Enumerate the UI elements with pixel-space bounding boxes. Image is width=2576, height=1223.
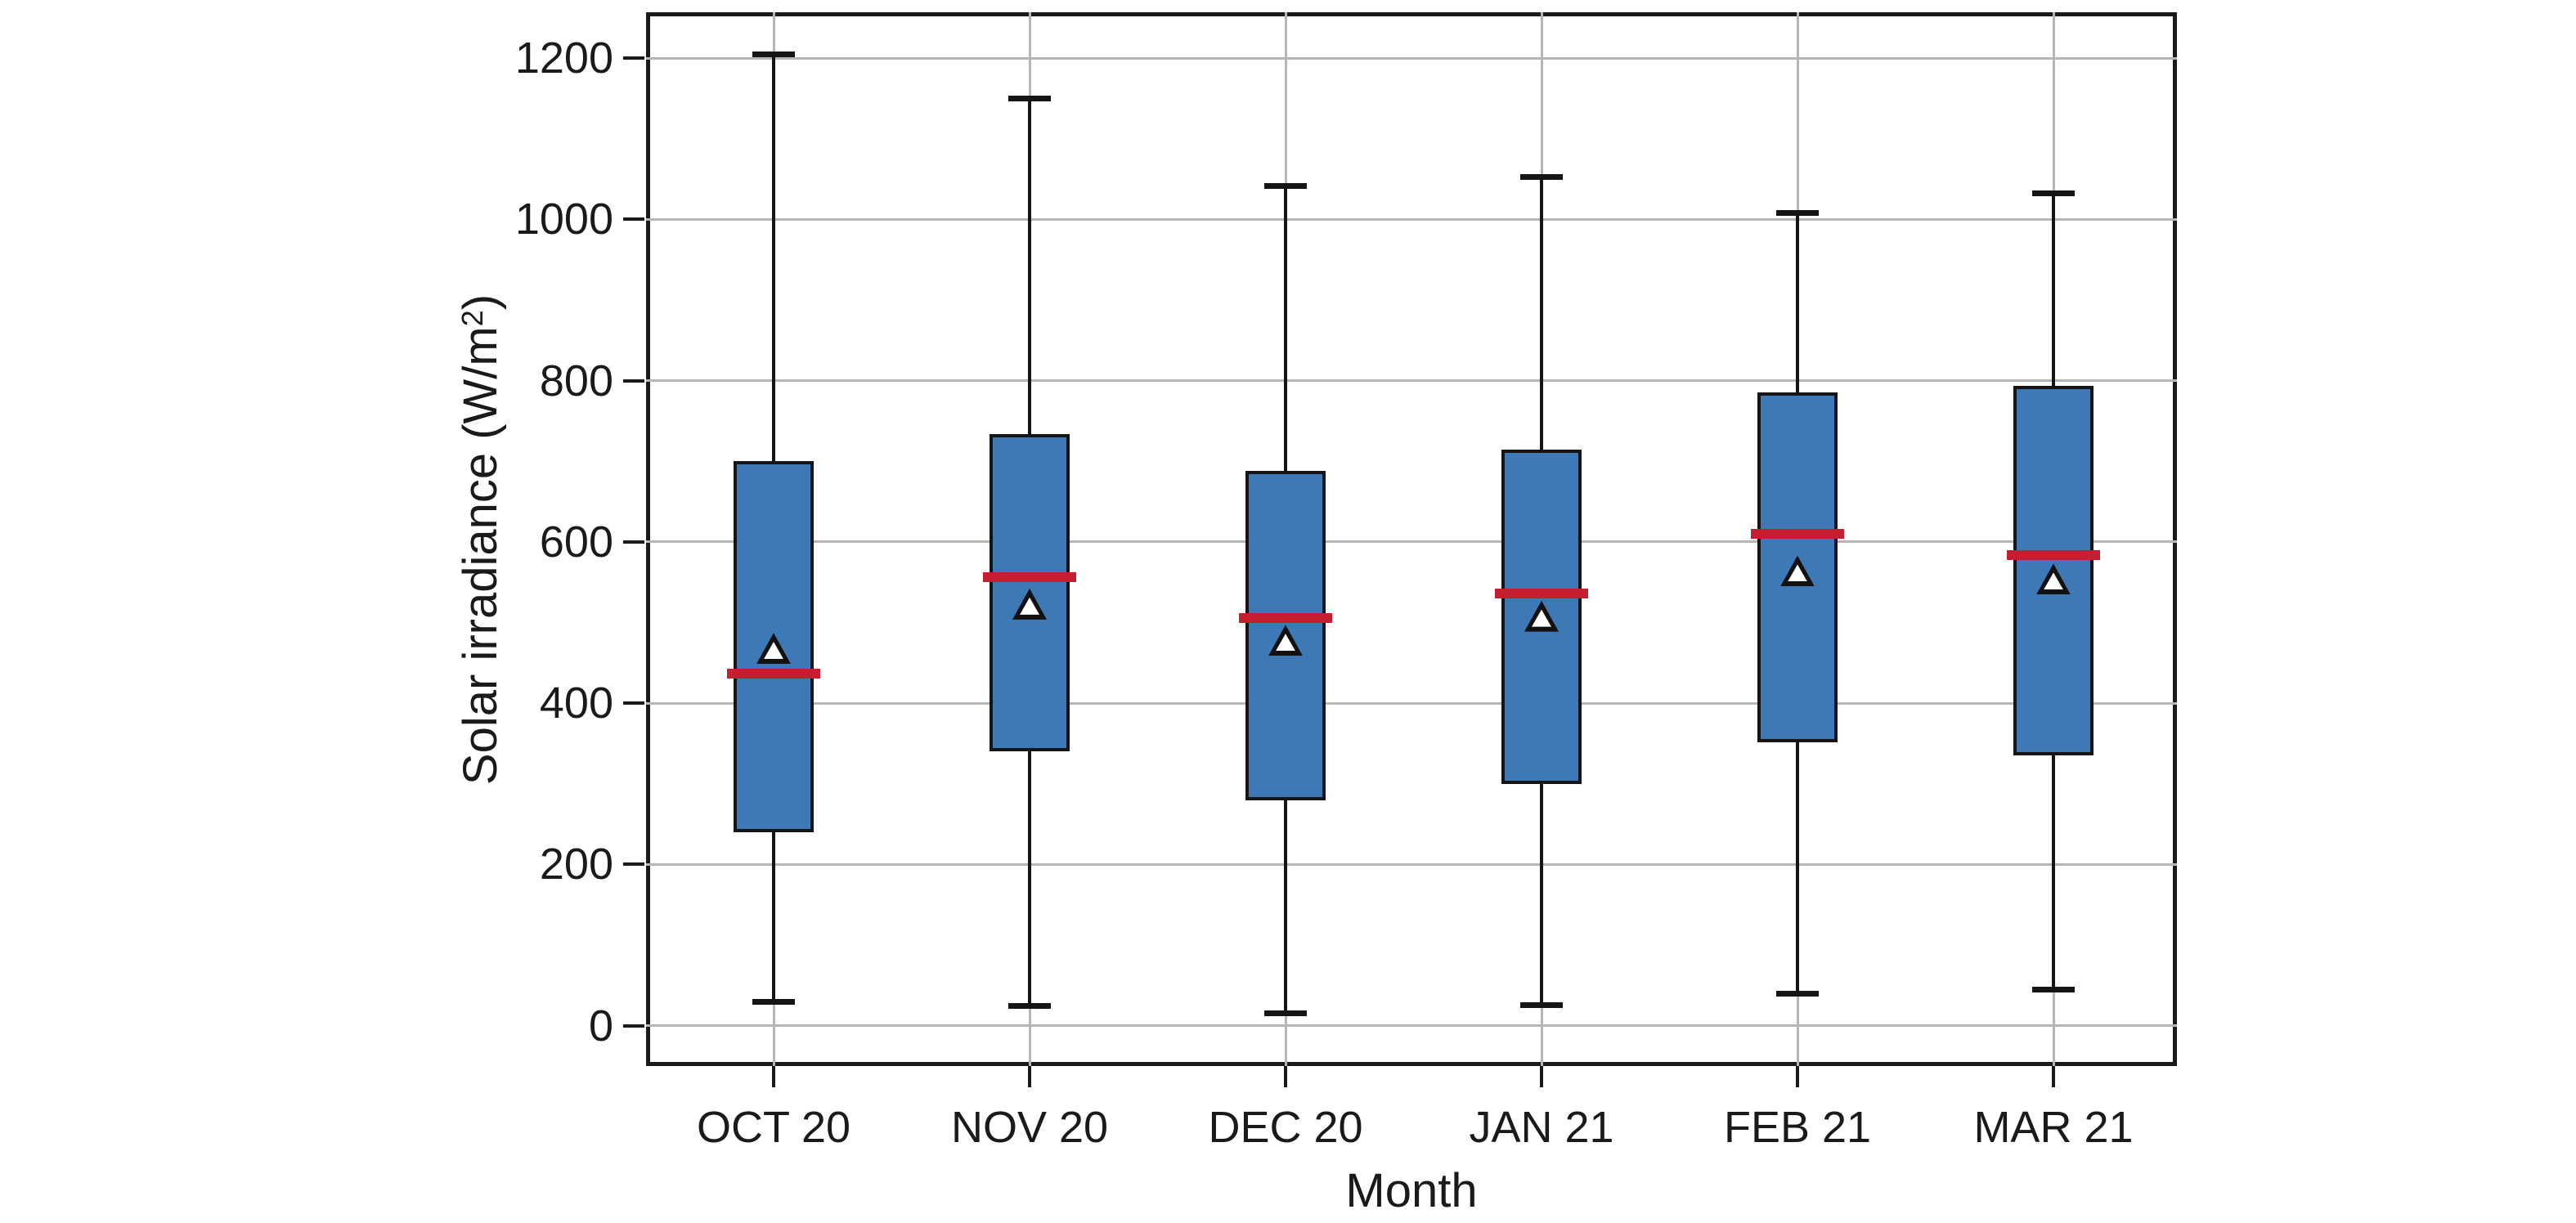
- whisker-cap-lower: [1776, 990, 1819, 997]
- y-tick-label: 1200: [514, 34, 613, 83]
- x-tick-label: JAN 21: [1469, 1103, 1614, 1152]
- y-axis-line: [646, 12, 650, 1066]
- whisker-cap-lower: [1520, 1001, 1563, 1008]
- x-tick-mark: [2052, 1066, 2055, 1087]
- y-tick-label: 200: [539, 840, 613, 889]
- whisker-upper: [2052, 193, 2055, 386]
- x-tick-mark: [1540, 1066, 1543, 1087]
- x-axis-title: Month: [1345, 1164, 1478, 1217]
- whisker-cap-upper: [752, 51, 795, 57]
- x-tick-label: OCT 20: [696, 1103, 851, 1152]
- x-tick-mark: [772, 1066, 775, 1087]
- whisker-upper: [1796, 213, 1799, 392]
- whisker-cap-upper: [1008, 96, 1051, 102]
- x-tick-mark: [1028, 1066, 1031, 1087]
- plot-border-right: [2173, 12, 2177, 1066]
- y-tick-mark: [623, 862, 644, 867]
- y-tick-mark: [623, 701, 644, 706]
- y-tick-mark: [623, 56, 644, 60]
- y-tick-label: 400: [539, 679, 613, 728]
- x-tick-label: FEB 21: [1723, 1103, 1872, 1152]
- y-tick-label: 1000: [514, 195, 613, 244]
- x-tick-label: DEC 20: [1208, 1103, 1363, 1152]
- whisker-cap-upper: [1776, 210, 1819, 217]
- whisker-upper: [1028, 98, 1031, 434]
- whisker-cap-lower: [1008, 1002, 1051, 1009]
- whisker-upper: [772, 54, 775, 462]
- whisker-cap-lower: [1264, 1010, 1307, 1017]
- y-gridline: [646, 540, 2177, 544]
- y-gridline: [646, 56, 2177, 60]
- whisker-lower: [1284, 800, 1287, 1014]
- median-line: [727, 668, 820, 679]
- x-tick-label: NOV 20: [950, 1103, 1109, 1152]
- y-axis-title-end: ): [454, 293, 507, 311]
- median-line: [1751, 529, 1844, 540]
- whisker-lower: [1540, 783, 1543, 1006]
- median-line: [1239, 612, 1332, 623]
- whisker-cap-lower: [752, 998, 795, 1005]
- plot-area: [646, 12, 2177, 1066]
- whisker-cap-lower: [2032, 986, 2075, 992]
- y-gridline: [646, 217, 2177, 221]
- y-tick-mark: [623, 217, 644, 222]
- y-gridline: [646, 1024, 2177, 1028]
- x-tick-mark: [1796, 1066, 1799, 1087]
- x-tick-label: MAR 21: [1973, 1103, 2134, 1152]
- y-tick-mark: [623, 1024, 644, 1028]
- whisker-lower: [772, 831, 775, 1002]
- median-line: [983, 572, 1076, 583]
- whisker-lower: [2052, 755, 2055, 990]
- y-axis-title-superscript: 2: [455, 310, 489, 327]
- y-gridline: [646, 701, 2177, 705]
- plot-border-top: [646, 12, 2177, 16]
- y-tick-mark: [623, 379, 644, 383]
- whisker-upper: [1540, 177, 1543, 450]
- whisker-upper: [1284, 186, 1287, 472]
- y-gridline: [646, 379, 2177, 383]
- x-tick-mark: [1284, 1066, 1287, 1087]
- y-tick-mark: [623, 540, 644, 544]
- whisker-lower: [1028, 751, 1031, 1006]
- y-tick-label: 0: [588, 1001, 613, 1051]
- whisker-lower: [1796, 741, 1799, 994]
- whisker-cap-upper: [1520, 173, 1563, 180]
- y-tick-label: 800: [539, 356, 613, 405]
- median-line: [1495, 589, 1588, 599]
- whisker-cap-upper: [2032, 190, 2075, 197]
- whisker-cap-upper: [1264, 182, 1307, 189]
- median-line: [2007, 549, 2100, 560]
- plot-border-bottom: [646, 1062, 2177, 1066]
- boxplot-box: [734, 461, 814, 832]
- y-tick-label: 600: [539, 517, 613, 567]
- y-gridline: [646, 862, 2177, 866]
